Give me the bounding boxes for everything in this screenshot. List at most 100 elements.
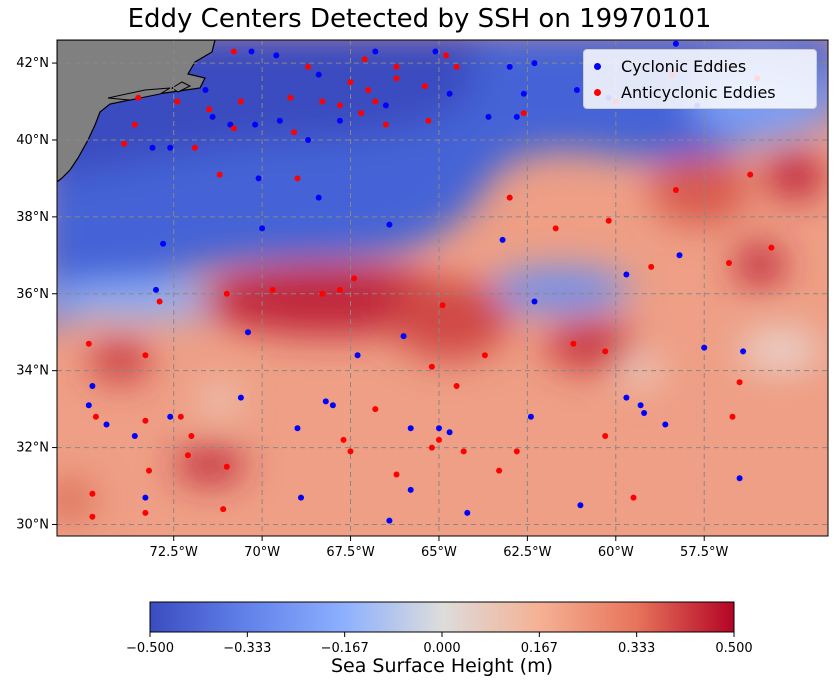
anticyclonic-eddy-point (496, 467, 503, 474)
anticyclonic-eddy-point (319, 290, 326, 297)
longitude-axis-ticks: 72.5°W 70°W 67.5°W 65°W 62.5°W 60°W 57.5°W (150, 536, 729, 560)
colorbar-tick-label: 0.500 (715, 641, 752, 656)
anticyclonic-eddy-point (570, 340, 577, 347)
cyclonic-eddy-point (676, 252, 683, 259)
cyclonic-eddy-point (227, 121, 234, 128)
anticyclonic-eddy-point (393, 471, 400, 478)
cyclonic-eddy-point (736, 475, 743, 482)
land-mass (57, 40, 216, 183)
cyclonic-eddy-point (672, 40, 679, 47)
cyclonic-eddy-point (531, 298, 538, 305)
cyclonic-eddy-point (513, 113, 520, 120)
anticyclonic-eddy-point (287, 94, 294, 101)
anticyclonic-eddy-point (184, 452, 191, 459)
anticyclonic-eddy-point (223, 290, 230, 297)
cyclonic-eddy-point (336, 117, 343, 124)
anticyclonic-eddy-point (223, 463, 230, 470)
anticyclonic-eddy-point (305, 63, 312, 70)
anticyclonic-eddy-point (520, 110, 527, 117)
cyclonic-eddy-point (436, 425, 442, 432)
anticyclonic-eddy-point (768, 244, 775, 251)
anticyclonic-eddy-point (269, 286, 276, 293)
anticyclonic-eddy-point (453, 383, 460, 389)
anticyclonic-eddy-point (481, 352, 488, 359)
anticyclonic-eddy-point (382, 121, 389, 128)
colorbar-tick-label: −0.333 (223, 641, 271, 656)
anticyclonic-eddy-point (428, 363, 435, 370)
anticyclonic-eddy-point (206, 106, 213, 113)
cyclonic-eddy-point (167, 413, 174, 420)
anticyclonic-eddy-point (630, 494, 637, 501)
anticyclonic-eddy-point (358, 110, 365, 117)
anticyclonic-eddy-point (513, 448, 520, 455)
anticyclonic-eddy-point (425, 117, 432, 124)
anticyclonic-eddy-point (230, 48, 237, 55)
cyclonic-eddy-point (372, 48, 379, 55)
lon-tick-label: 65°W (421, 545, 457, 560)
anticyclonic-eddy-point (439, 302, 446, 309)
colorbar-tick-label: 0.000 (423, 641, 460, 656)
cyclonic-eddy-point (276, 117, 283, 124)
anticyclonic-eddy-point (89, 490, 96, 497)
anticyclonic-eddy-point (142, 417, 149, 424)
cyclonic-eddy-point (259, 225, 266, 232)
anticyclonic-eddy-point (340, 436, 347, 443)
map-frame (56, 39, 829, 537)
anticyclonic-eddy-point (347, 448, 354, 455)
cyclonic-eddy-point (149, 144, 156, 151)
legend-item-anticyclonic: Anticyclonic Eddies (594, 80, 776, 104)
anticyclonic-eddy-point (216, 171, 223, 178)
lat-tick-label: 38°N (16, 210, 49, 225)
cyclonic-eddy-point (273, 52, 280, 59)
anticyclonic-eddy-point (131, 121, 138, 128)
anticyclonic-eddy-point (372, 98, 379, 105)
anticyclonic-eddy-point (135, 94, 142, 101)
anticyclonic-eddy-point (174, 98, 181, 105)
cyclonic-eddy-point (662, 421, 669, 428)
anticyclonic-eddy-point (602, 433, 609, 439)
anticyclonic-eddy-point (372, 406, 379, 413)
cyclonic-eddy-point (160, 240, 167, 247)
cyclonic-eddy-point (407, 425, 414, 432)
cyclonic-eddy-point (167, 144, 174, 151)
anticyclonic-eddy-point (191, 144, 198, 151)
colorbar-label: Sea Surface Height (m) (330, 655, 554, 677)
anticyclonic-eddy-point (351, 275, 358, 282)
cyclonic-eddy-point (577, 502, 584, 509)
cyclonic-eddy-point (245, 329, 251, 336)
cyclonic-eddy-point (446, 90, 453, 97)
anticyclonic-eddy-point (421, 83, 428, 90)
anticyclonic-eddy-point (428, 444, 435, 451)
lon-tick-label: 60°W (598, 545, 634, 560)
cyclonic-eddy-point (527, 413, 534, 420)
cyclonic-eddy-point (103, 421, 110, 428)
cyclonic-eddy-point (202, 87, 209, 93)
anticyclonic-eddy-point (142, 352, 149, 359)
cyclonic-eddy-point (329, 402, 336, 409)
lon-tick-label: 72.5°W (150, 545, 198, 560)
cyclonic-eddy-point (623, 271, 630, 278)
anticyclonic-eddy-point (361, 56, 368, 63)
lat-tick-label: 40°N (16, 133, 49, 148)
anticyclonic-eddy-point (336, 286, 343, 293)
cyclonic-eddy-point (354, 352, 361, 359)
anticyclonic-eddy-point (230, 125, 237, 132)
cyclonic-eddy-point (382, 102, 389, 109)
cyclonic-eddy-point (464, 509, 471, 516)
cyclonic-eddy-point (485, 113, 492, 120)
legend: Cyclonic Eddies Anticyclonic Eddies (583, 49, 817, 109)
anticyclonic-eddy-point (393, 75, 400, 82)
cyclonic-eddy-point (506, 63, 513, 70)
cyclonic-eddy-point (298, 494, 304, 501)
cyclonic-eddy-point (209, 113, 216, 120)
anticyclonic-eddy-point (291, 129, 297, 136)
anticyclonic-eddy-point (92, 413, 99, 420)
cyclonic-eddy-point (623, 394, 630, 401)
anticyclonic-eddy-point (220, 506, 227, 513)
anticyclonic-eddy-point (146, 467, 152, 474)
cyclonic-eddy-point (573, 87, 580, 93)
legend-label-anticyclonic: Anticyclonic Eddies (621, 82, 776, 102)
legend-item-cyclonic: Cyclonic Eddies (594, 54, 746, 78)
colorbar-ticks: −0.500 −0.333 −0.167 0.000 0.167 0.333 0.500 (126, 632, 753, 656)
cyclonic-eddy-point (89, 383, 96, 389)
